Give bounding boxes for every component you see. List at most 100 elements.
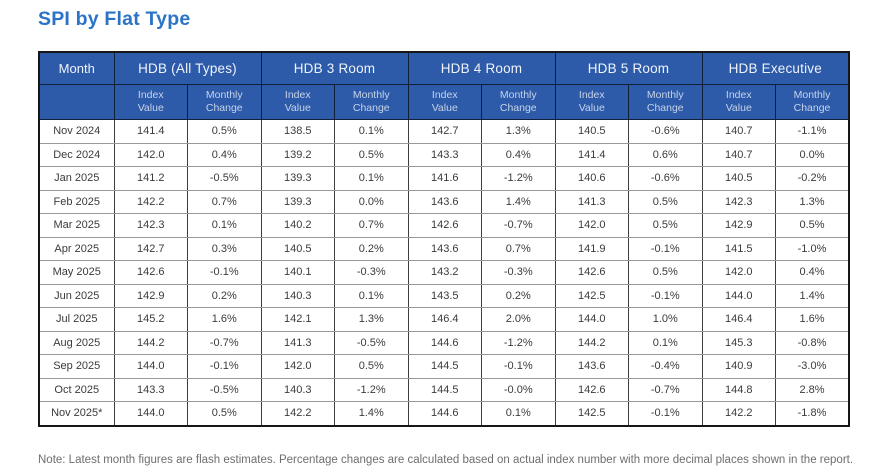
index-value-cell: 142.6	[113, 260, 188, 285]
index-value-cell: 144.6	[407, 401, 482, 426]
index-value-cell: 142.1	[260, 307, 335, 332]
index-value-cell: 140.9	[701, 354, 776, 379]
index-value-cell: 144.2	[554, 330, 629, 355]
month-column-header: Month	[38, 51, 115, 85]
index-value-header-1: Index Value	[113, 84, 188, 120]
index-value-cell: 140.2	[260, 213, 335, 238]
monthly-change-cell: 0.5%	[187, 119, 262, 144]
monthly-change-cell: -0.8%	[775, 330, 850, 355]
monthly-change-cell: 0.4%	[775, 260, 850, 285]
index-value-cell: 143.5	[407, 283, 482, 308]
monthly-change-cell: 0.1%	[187, 213, 262, 238]
index-value-cell: 144.0	[701, 283, 776, 308]
monthly-change-cell: -0.1%	[481, 354, 556, 379]
monthly-change-cell: 0.3%	[187, 236, 262, 261]
monthly-change-cell: 0.5%	[628, 189, 703, 214]
monthly-change-cell: -0.2%	[775, 166, 850, 191]
monthly-change-cell: 1.0%	[628, 307, 703, 332]
monthly-change-cell: 1.4%	[481, 189, 556, 214]
table-row: Oct 2025 143.3 -0.5% 140.3 -1.2% 144.5 -0.0% 14…	[38, 377, 850, 402]
monthly-change-cell: 2.0%	[481, 307, 556, 332]
index-value-cell: 140.1	[260, 260, 335, 285]
index-value-cell: 141.4	[554, 142, 629, 167]
index-value-cell: 144.0	[554, 307, 629, 332]
monthly-change-cell: 0.5%	[334, 354, 409, 379]
table-row: Apr 2025 142.7 0.3% 140.5 0.2% 143.6 0.7% 141.9…	[38, 236, 850, 261]
index-value-cell: 142.2	[260, 401, 335, 426]
spi-by-flat-type-table: Month HDB (All Types) HDB 3 Room HDB 4 Room…	[38, 51, 851, 427]
table-body: Nov 2024 141.4 0.5% 138.5 0.1% 142.7 1.3% 140.5…	[38, 119, 850, 426]
index-value-cell: 140.5	[554, 119, 629, 144]
index-value-cell: 142.9	[701, 213, 776, 238]
monthly-change-cell: -0.7%	[481, 213, 556, 238]
month-cell: Feb 2025	[38, 189, 115, 214]
monthly-change-cell: 0.5%	[775, 213, 850, 238]
monthly-change-header-5: Monthly Change	[775, 84, 850, 120]
monthly-change-cell: 0.2%	[187, 283, 262, 308]
index-value-cell: 140.3	[260, 283, 335, 308]
index-value-cell: 140.7	[701, 142, 776, 167]
monthly-change-cell: -0.1%	[628, 401, 703, 426]
monthly-change-cell: 0.5%	[187, 401, 262, 426]
index-value-cell: 139.3	[260, 189, 335, 214]
index-value-cell: 141.6	[407, 166, 482, 191]
monthly-change-cell: -0.7%	[628, 377, 703, 402]
index-value-cell: 140.5	[260, 236, 335, 261]
table-row: Jan 2025 141.2 -0.5% 139.3 0.1% 141.6 -1.2% 140…	[38, 166, 850, 191]
table-row: Sep 2025 144.0 -0.1% 142.0 0.5% 144.5 -0.1% 143…	[38, 354, 850, 379]
index-value-cell: 144.5	[407, 354, 482, 379]
index-value-cell: 142.6	[407, 213, 482, 238]
index-value-cell: 141.4	[113, 119, 188, 144]
monthly-change-cell: -0.3%	[334, 260, 409, 285]
index-value-cell: 144.5	[407, 377, 482, 402]
group-header-5: HDB Executive	[701, 51, 850, 85]
index-value-cell: 142.9	[113, 283, 188, 308]
monthly-change-cell: -1.1%	[775, 119, 850, 144]
monthly-change-cell: 0.1%	[628, 330, 703, 355]
group-header-1: HDB (All Types)	[113, 51, 262, 85]
monthly-change-cell: -0.5%	[334, 330, 409, 355]
monthly-change-cell: 1.6%	[775, 307, 850, 332]
monthly-change-cell: -0.1%	[187, 260, 262, 285]
group-header-3: HDB 4 Room	[407, 51, 556, 85]
monthly-change-cell: 1.4%	[334, 401, 409, 426]
index-value-cell: 143.6	[407, 236, 482, 261]
monthly-change-cell: -0.5%	[187, 166, 262, 191]
index-value-cell: 138.5	[260, 119, 335, 144]
monthly-change-cell: 0.0%	[775, 142, 850, 167]
index-value-cell: 141.3	[554, 189, 629, 214]
index-value-cell: 140.6	[554, 166, 629, 191]
index-value-cell: 140.7	[701, 119, 776, 144]
table-row: Feb 2025 142.2 0.7% 139.3 0.0% 143.6 1.4% 141.3…	[38, 189, 850, 214]
monthly-change-cell: 1.6%	[187, 307, 262, 332]
month-cell: Apr 2025	[38, 236, 115, 261]
monthly-change-cell: 0.6%	[628, 142, 703, 167]
monthly-change-cell: -0.1%	[628, 283, 703, 308]
monthly-change-cell: 0.1%	[334, 166, 409, 191]
index-value-cell: 142.3	[113, 213, 188, 238]
monthly-change-cell: 0.5%	[334, 142, 409, 167]
monthly-change-cell: -0.5%	[187, 377, 262, 402]
index-value-cell: 145.3	[701, 330, 776, 355]
month-cell: Jul 2025	[38, 307, 115, 332]
index-value-cell: 142.6	[554, 260, 629, 285]
monthly-change-cell: 0.2%	[481, 283, 556, 308]
monthly-change-cell: -1.2%	[481, 330, 556, 355]
month-cell: Sep 2025	[38, 354, 115, 379]
monthly-change-cell: 1.3%	[775, 189, 850, 214]
table-row: Jun 2025 142.9 0.2% 140.3 0.1% 143.5 0.2% 142.5…	[38, 283, 850, 308]
monthly-change-cell: -0.7%	[187, 330, 262, 355]
index-value-cell: 142.7	[407, 119, 482, 144]
table-row: May 2025 142.6 -0.1% 140.1 -0.3% 143.2 -0.3% 14…	[38, 260, 850, 285]
sub-header-row: Index Value Monthly Change Index Value Mont…	[38, 84, 850, 120]
table-row: Mar 2025 142.3 0.1% 140.2 0.7% 142.6 -0.7% 142.…	[38, 213, 850, 238]
monthly-change-cell: 1.3%	[334, 307, 409, 332]
index-value-cell: 141.2	[113, 166, 188, 191]
month-cell: Mar 2025	[38, 213, 115, 238]
index-value-cell: 142.2	[113, 189, 188, 214]
monthly-change-cell: 1.4%	[775, 283, 850, 308]
monthly-change-cell: 0.5%	[628, 260, 703, 285]
page-title: SPI by Flat Type	[38, 8, 191, 30]
monthly-change-cell: 0.7%	[187, 189, 262, 214]
monthly-change-cell: -3.0%	[775, 354, 850, 379]
